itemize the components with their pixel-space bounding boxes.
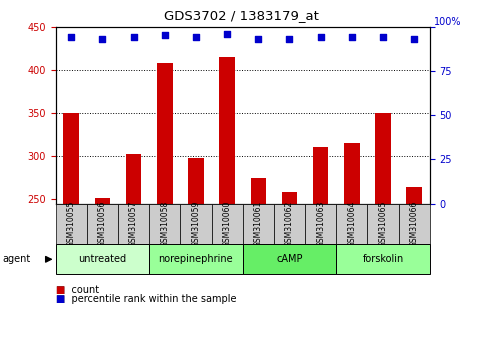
Bar xyxy=(95,198,110,204)
Bar xyxy=(251,178,266,204)
Bar xyxy=(63,113,79,204)
Point xyxy=(67,34,75,40)
Bar xyxy=(282,192,298,204)
FancyBboxPatch shape xyxy=(118,204,149,244)
Point xyxy=(223,31,231,36)
FancyBboxPatch shape xyxy=(212,204,242,244)
Bar xyxy=(157,63,172,204)
Text: norepinephrine: norepinephrine xyxy=(158,254,233,264)
Point xyxy=(99,36,106,42)
FancyBboxPatch shape xyxy=(87,204,118,244)
FancyBboxPatch shape xyxy=(242,204,274,244)
Text: GSM310065: GSM310065 xyxy=(379,201,387,247)
Text: ■: ■ xyxy=(56,285,65,295)
FancyBboxPatch shape xyxy=(56,204,87,244)
Point xyxy=(379,34,387,40)
Text: GSM310062: GSM310062 xyxy=(285,201,294,247)
FancyBboxPatch shape xyxy=(56,244,149,274)
Text: GSM310061: GSM310061 xyxy=(254,201,263,247)
Point xyxy=(192,34,200,40)
Text: 100%: 100% xyxy=(434,17,461,27)
Point xyxy=(129,34,137,40)
Point xyxy=(348,34,356,40)
Point xyxy=(255,36,262,42)
Bar xyxy=(313,147,328,204)
Text: ■  percentile rank within the sample: ■ percentile rank within the sample xyxy=(56,294,236,304)
Text: GSM310064: GSM310064 xyxy=(347,201,356,247)
Text: GDS3702 / 1383179_at: GDS3702 / 1383179_at xyxy=(164,9,319,22)
FancyBboxPatch shape xyxy=(305,204,336,244)
Text: cAMP: cAMP xyxy=(276,254,303,264)
Text: GSM310056: GSM310056 xyxy=(98,201,107,247)
Text: untreated: untreated xyxy=(78,254,127,264)
FancyBboxPatch shape xyxy=(274,204,305,244)
Text: agent: agent xyxy=(2,254,30,264)
FancyBboxPatch shape xyxy=(149,204,180,244)
Bar xyxy=(219,57,235,204)
FancyBboxPatch shape xyxy=(149,244,242,274)
Text: GSM310059: GSM310059 xyxy=(191,201,200,247)
Bar xyxy=(188,158,204,204)
FancyBboxPatch shape xyxy=(368,204,398,244)
Bar xyxy=(407,187,422,204)
Bar xyxy=(375,113,391,204)
Bar xyxy=(344,143,360,204)
Bar xyxy=(126,154,142,204)
Text: GSM310055: GSM310055 xyxy=(67,201,76,247)
Text: GSM310066: GSM310066 xyxy=(410,201,419,247)
Point xyxy=(161,33,169,38)
Text: forskolin: forskolin xyxy=(362,254,404,264)
Text: ■: ■ xyxy=(56,294,65,304)
Point xyxy=(411,36,418,42)
FancyBboxPatch shape xyxy=(398,204,430,244)
Text: GSM310058: GSM310058 xyxy=(160,201,169,247)
FancyBboxPatch shape xyxy=(180,204,212,244)
Text: GSM310063: GSM310063 xyxy=(316,201,325,247)
Text: ■  count: ■ count xyxy=(56,285,99,295)
FancyBboxPatch shape xyxy=(336,244,430,274)
Point xyxy=(285,36,293,42)
Text: GSM310057: GSM310057 xyxy=(129,201,138,247)
Text: GSM310060: GSM310060 xyxy=(223,201,232,247)
FancyBboxPatch shape xyxy=(336,204,368,244)
FancyBboxPatch shape xyxy=(242,244,336,274)
Point xyxy=(317,34,325,40)
